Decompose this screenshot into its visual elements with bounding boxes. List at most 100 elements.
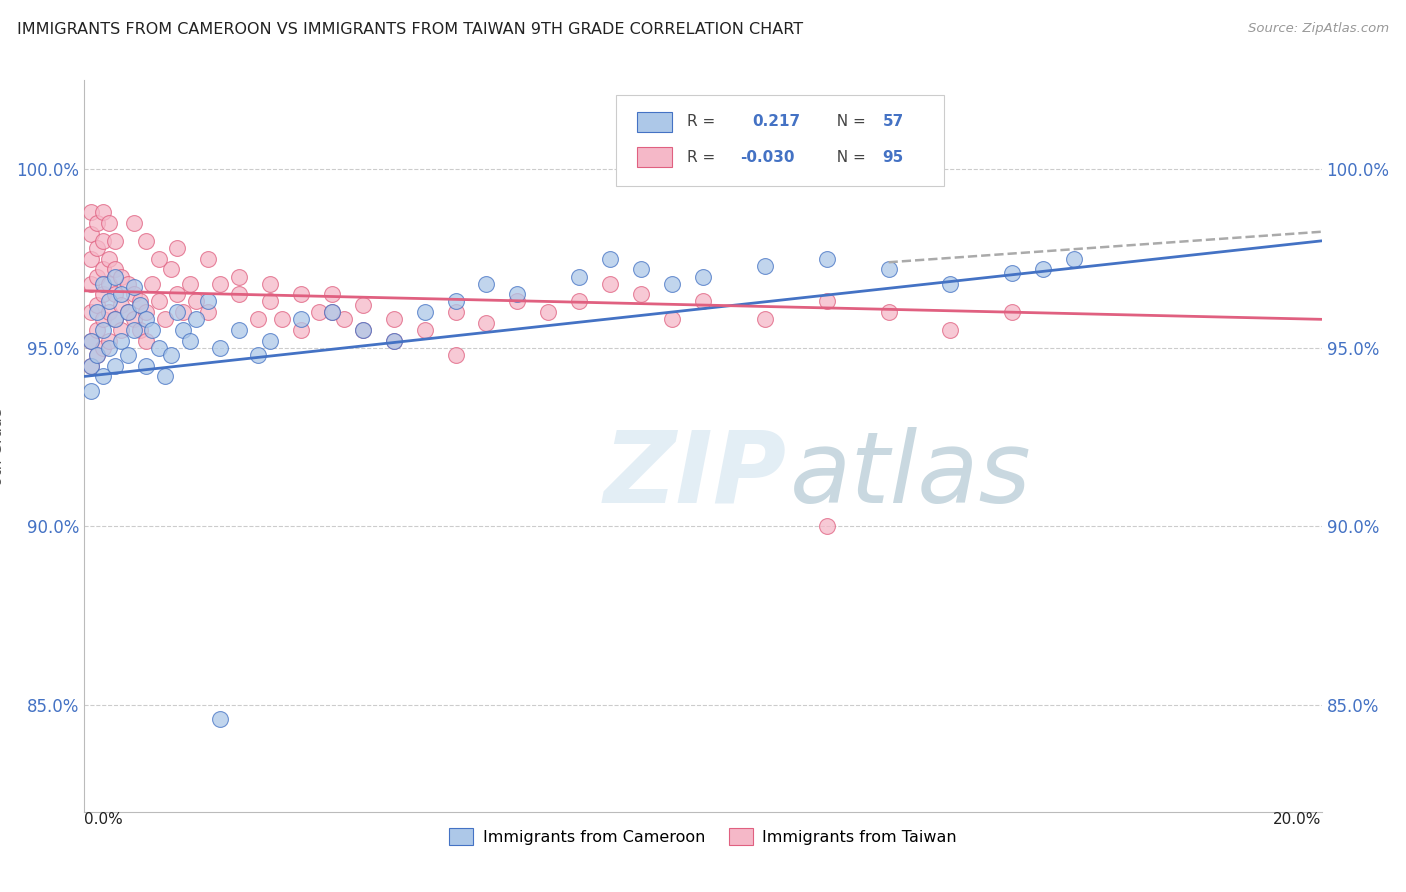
Point (148, 341, 170, 355)
Point (475, 316, 498, 330)
Text: ZIP: ZIP (605, 426, 787, 524)
Point (754, 259, 776, 273)
Point (630, 287, 652, 301)
Point (661, 312, 683, 326)
Point (122, 323, 145, 337)
Point (1032, 262, 1054, 277)
Point (91, 341, 114, 355)
Point (160, 348, 183, 362)
Point (352, 323, 374, 337)
Point (91, 205, 114, 219)
Point (413, 305, 436, 319)
Point (91, 234, 114, 248)
Point (129, 298, 152, 312)
Point (692, 294, 714, 309)
Point (754, 312, 776, 326)
Point (1063, 252, 1085, 266)
Point (184, 294, 207, 309)
Point (79, 205, 101, 219)
Point (228, 323, 250, 337)
Point (98, 305, 121, 319)
Point (172, 305, 194, 319)
Point (160, 262, 183, 277)
Point (86, 216, 108, 230)
Point (110, 269, 132, 284)
Point (153, 312, 176, 326)
Point (939, 277, 962, 291)
Point (444, 294, 467, 309)
Point (413, 323, 436, 337)
Point (382, 312, 405, 326)
Point (259, 334, 281, 348)
Point (79, 359, 101, 373)
Point (86, 323, 108, 337)
Point (877, 262, 900, 277)
Point (939, 323, 962, 337)
Point (209, 277, 232, 291)
Point (104, 269, 127, 284)
Point (86, 305, 108, 319)
Point (110, 287, 132, 301)
Point (1001, 305, 1024, 319)
Point (129, 294, 152, 309)
Point (166, 305, 188, 319)
Text: Source: ZipAtlas.com: Source: ZipAtlas.com (1249, 22, 1389, 36)
Point (692, 269, 714, 284)
Text: N =: N = (827, 150, 870, 165)
Point (86, 348, 108, 362)
Point (122, 312, 145, 326)
Point (117, 305, 139, 319)
Point (246, 312, 269, 326)
Point (86, 241, 108, 255)
Point (444, 305, 467, 319)
Point (98, 252, 121, 266)
Point (599, 252, 621, 266)
Point (166, 241, 188, 255)
Point (308, 305, 330, 319)
Point (79, 359, 101, 373)
Point (197, 252, 219, 266)
Point (86, 348, 108, 362)
Point (110, 298, 132, 312)
Point (506, 287, 529, 301)
Text: 0.0%: 0.0% (84, 812, 124, 827)
Text: R =: R = (688, 150, 720, 165)
Point (91, 323, 114, 337)
Point (117, 305, 139, 319)
Point (104, 312, 127, 326)
Point (568, 294, 591, 309)
Text: R =: R = (688, 114, 730, 129)
Point (79, 277, 101, 291)
Text: 57: 57 (883, 114, 904, 129)
Y-axis label: 9th Grade: 9th Grade (0, 408, 6, 484)
Point (98, 334, 121, 348)
Point (104, 312, 127, 326)
Point (122, 287, 145, 301)
Point (382, 334, 405, 348)
Point (179, 334, 201, 348)
Point (79, 384, 101, 398)
Point (135, 312, 157, 326)
Point (104, 234, 127, 248)
Point (506, 294, 529, 309)
Point (184, 312, 207, 326)
Text: 0.217: 0.217 (752, 114, 800, 129)
Point (290, 312, 312, 326)
FancyBboxPatch shape (616, 95, 945, 186)
Point (122, 216, 145, 230)
Point (333, 312, 356, 326)
Text: 20.0%: 20.0% (1274, 812, 1322, 827)
Point (104, 359, 127, 373)
Point (117, 348, 139, 362)
Point (352, 298, 374, 312)
Point (290, 323, 312, 337)
Point (599, 277, 621, 291)
Text: atlas: atlas (790, 426, 1031, 524)
Point (79, 252, 101, 266)
Point (141, 277, 163, 291)
Point (135, 359, 157, 373)
Point (91, 262, 114, 277)
Point (271, 312, 294, 326)
Point (91, 277, 114, 291)
Point (79, 227, 101, 241)
